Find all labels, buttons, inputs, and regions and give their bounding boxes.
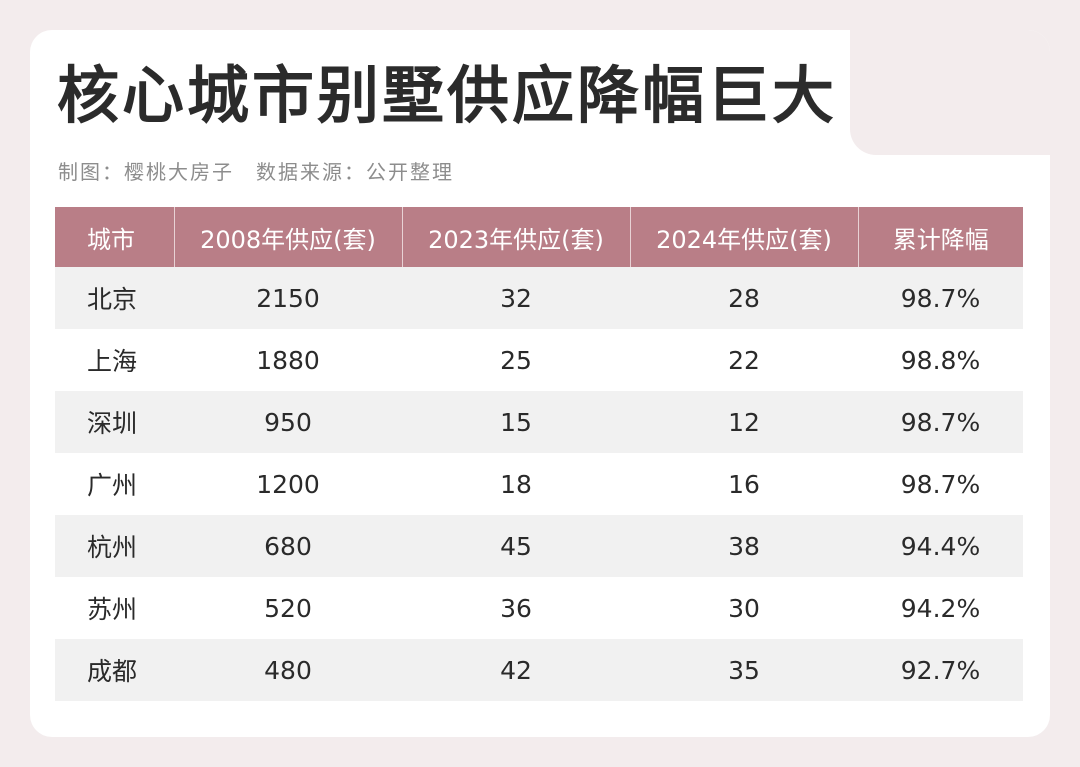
header-city: 城市 bbox=[55, 207, 175, 267]
page-title: 核心城市别墅供应降幅巨大 bbox=[57, 59, 838, 132]
table-row: 上海 1880 25 22 98.8% bbox=[55, 329, 1023, 391]
cell-supply-2008: 950 bbox=[174, 391, 402, 453]
header-supply-2008: 2008年供应(套) bbox=[174, 207, 403, 267]
content-card: 核心城市别墅供应降幅巨大 制图：樱桃大房子 数据来源：公开整理 城市 2008年供应… bbox=[30, 30, 1050, 737]
table-row: 杭州 680 45 38 94.4% bbox=[55, 515, 1023, 577]
cell-city: 广州 bbox=[55, 453, 174, 515]
cell-city: 成都 bbox=[55, 639, 174, 701]
cell-supply-2023: 32 bbox=[402, 267, 630, 329]
cell-decline: 98.7% bbox=[858, 391, 1023, 453]
table-row: 成都 480 42 35 92.7% bbox=[55, 639, 1023, 701]
cell-supply-2023: 25 bbox=[402, 329, 630, 391]
table-body: 北京 2150 32 28 98.7% 上海 1880 25 22 98.8% 深圳 950 15 12 9… bbox=[55, 267, 1023, 701]
table-row: 苏州 520 36 30 94.2% bbox=[55, 577, 1023, 639]
cell-decline: 94.2% bbox=[858, 577, 1023, 639]
table-row: 北京 2150 32 28 98.7% bbox=[55, 267, 1023, 329]
credit-maker: 制图：樱桃大房子 bbox=[58, 160, 234, 184]
cell-supply-2008: 480 bbox=[174, 639, 402, 701]
table-header-row: 城市 2008年供应(套) 2023年供应(套) 2024年供应(套) 累计降幅 bbox=[55, 207, 1023, 267]
cell-supply-2008: 2150 bbox=[174, 267, 402, 329]
cell-supply-2023: 15 bbox=[402, 391, 630, 453]
cell-supply-2008: 1200 bbox=[174, 453, 402, 515]
cell-decline: 98.7% bbox=[858, 453, 1023, 515]
table-row: 深圳 950 15 12 98.7% bbox=[55, 391, 1023, 453]
credits-line: 制图：樱桃大房子 数据来源：公开整理 bbox=[58, 158, 454, 186]
cell-decline: 92.7% bbox=[858, 639, 1023, 701]
cell-supply-2024: 35 bbox=[630, 639, 858, 701]
supply-table: 城市 2008年供应(套) 2023年供应(套) 2024年供应(套) 累计降幅 北京 2… bbox=[55, 207, 1023, 701]
credit-source: 数据来源：公开整理 bbox=[256, 160, 454, 184]
cell-city: 杭州 bbox=[55, 515, 174, 577]
cell-city: 深圳 bbox=[55, 391, 174, 453]
cell-supply-2008: 520 bbox=[174, 577, 402, 639]
cell-supply-2023: 42 bbox=[402, 639, 630, 701]
cell-city: 北京 bbox=[55, 267, 174, 329]
header-decline: 累计降幅 bbox=[858, 207, 1023, 267]
cell-decline: 94.4% bbox=[858, 515, 1023, 577]
cell-supply-2008: 1880 bbox=[174, 329, 402, 391]
cell-supply-2024: 12 bbox=[630, 391, 858, 453]
cell-supply-2024: 16 bbox=[630, 453, 858, 515]
cell-supply-2023: 45 bbox=[402, 515, 630, 577]
data-table-wrapper: 城市 2008年供应(套) 2023年供应(套) 2024年供应(套) 累计降幅 北京 2… bbox=[55, 207, 1023, 701]
cell-supply-2008: 680 bbox=[174, 515, 402, 577]
table-header: 城市 2008年供应(套) 2023年供应(套) 2024年供应(套) 累计降幅 bbox=[55, 207, 1023, 267]
table-row: 广州 1200 18 16 98.7% bbox=[55, 453, 1023, 515]
cell-supply-2024: 38 bbox=[630, 515, 858, 577]
header-supply-2023: 2023年供应(套) bbox=[402, 207, 631, 267]
cell-city: 苏州 bbox=[55, 577, 174, 639]
cell-supply-2024: 30 bbox=[630, 577, 858, 639]
corner-decoration bbox=[850, 30, 1050, 155]
cell-supply-2024: 22 bbox=[630, 329, 858, 391]
cell-city: 上海 bbox=[55, 329, 174, 391]
cell-supply-2024: 28 bbox=[630, 267, 858, 329]
header-supply-2024: 2024年供应(套) bbox=[630, 207, 859, 267]
cell-supply-2023: 36 bbox=[402, 577, 630, 639]
cell-supply-2023: 18 bbox=[402, 453, 630, 515]
cell-decline: 98.8% bbox=[858, 329, 1023, 391]
cell-decline: 98.7% bbox=[858, 267, 1023, 329]
